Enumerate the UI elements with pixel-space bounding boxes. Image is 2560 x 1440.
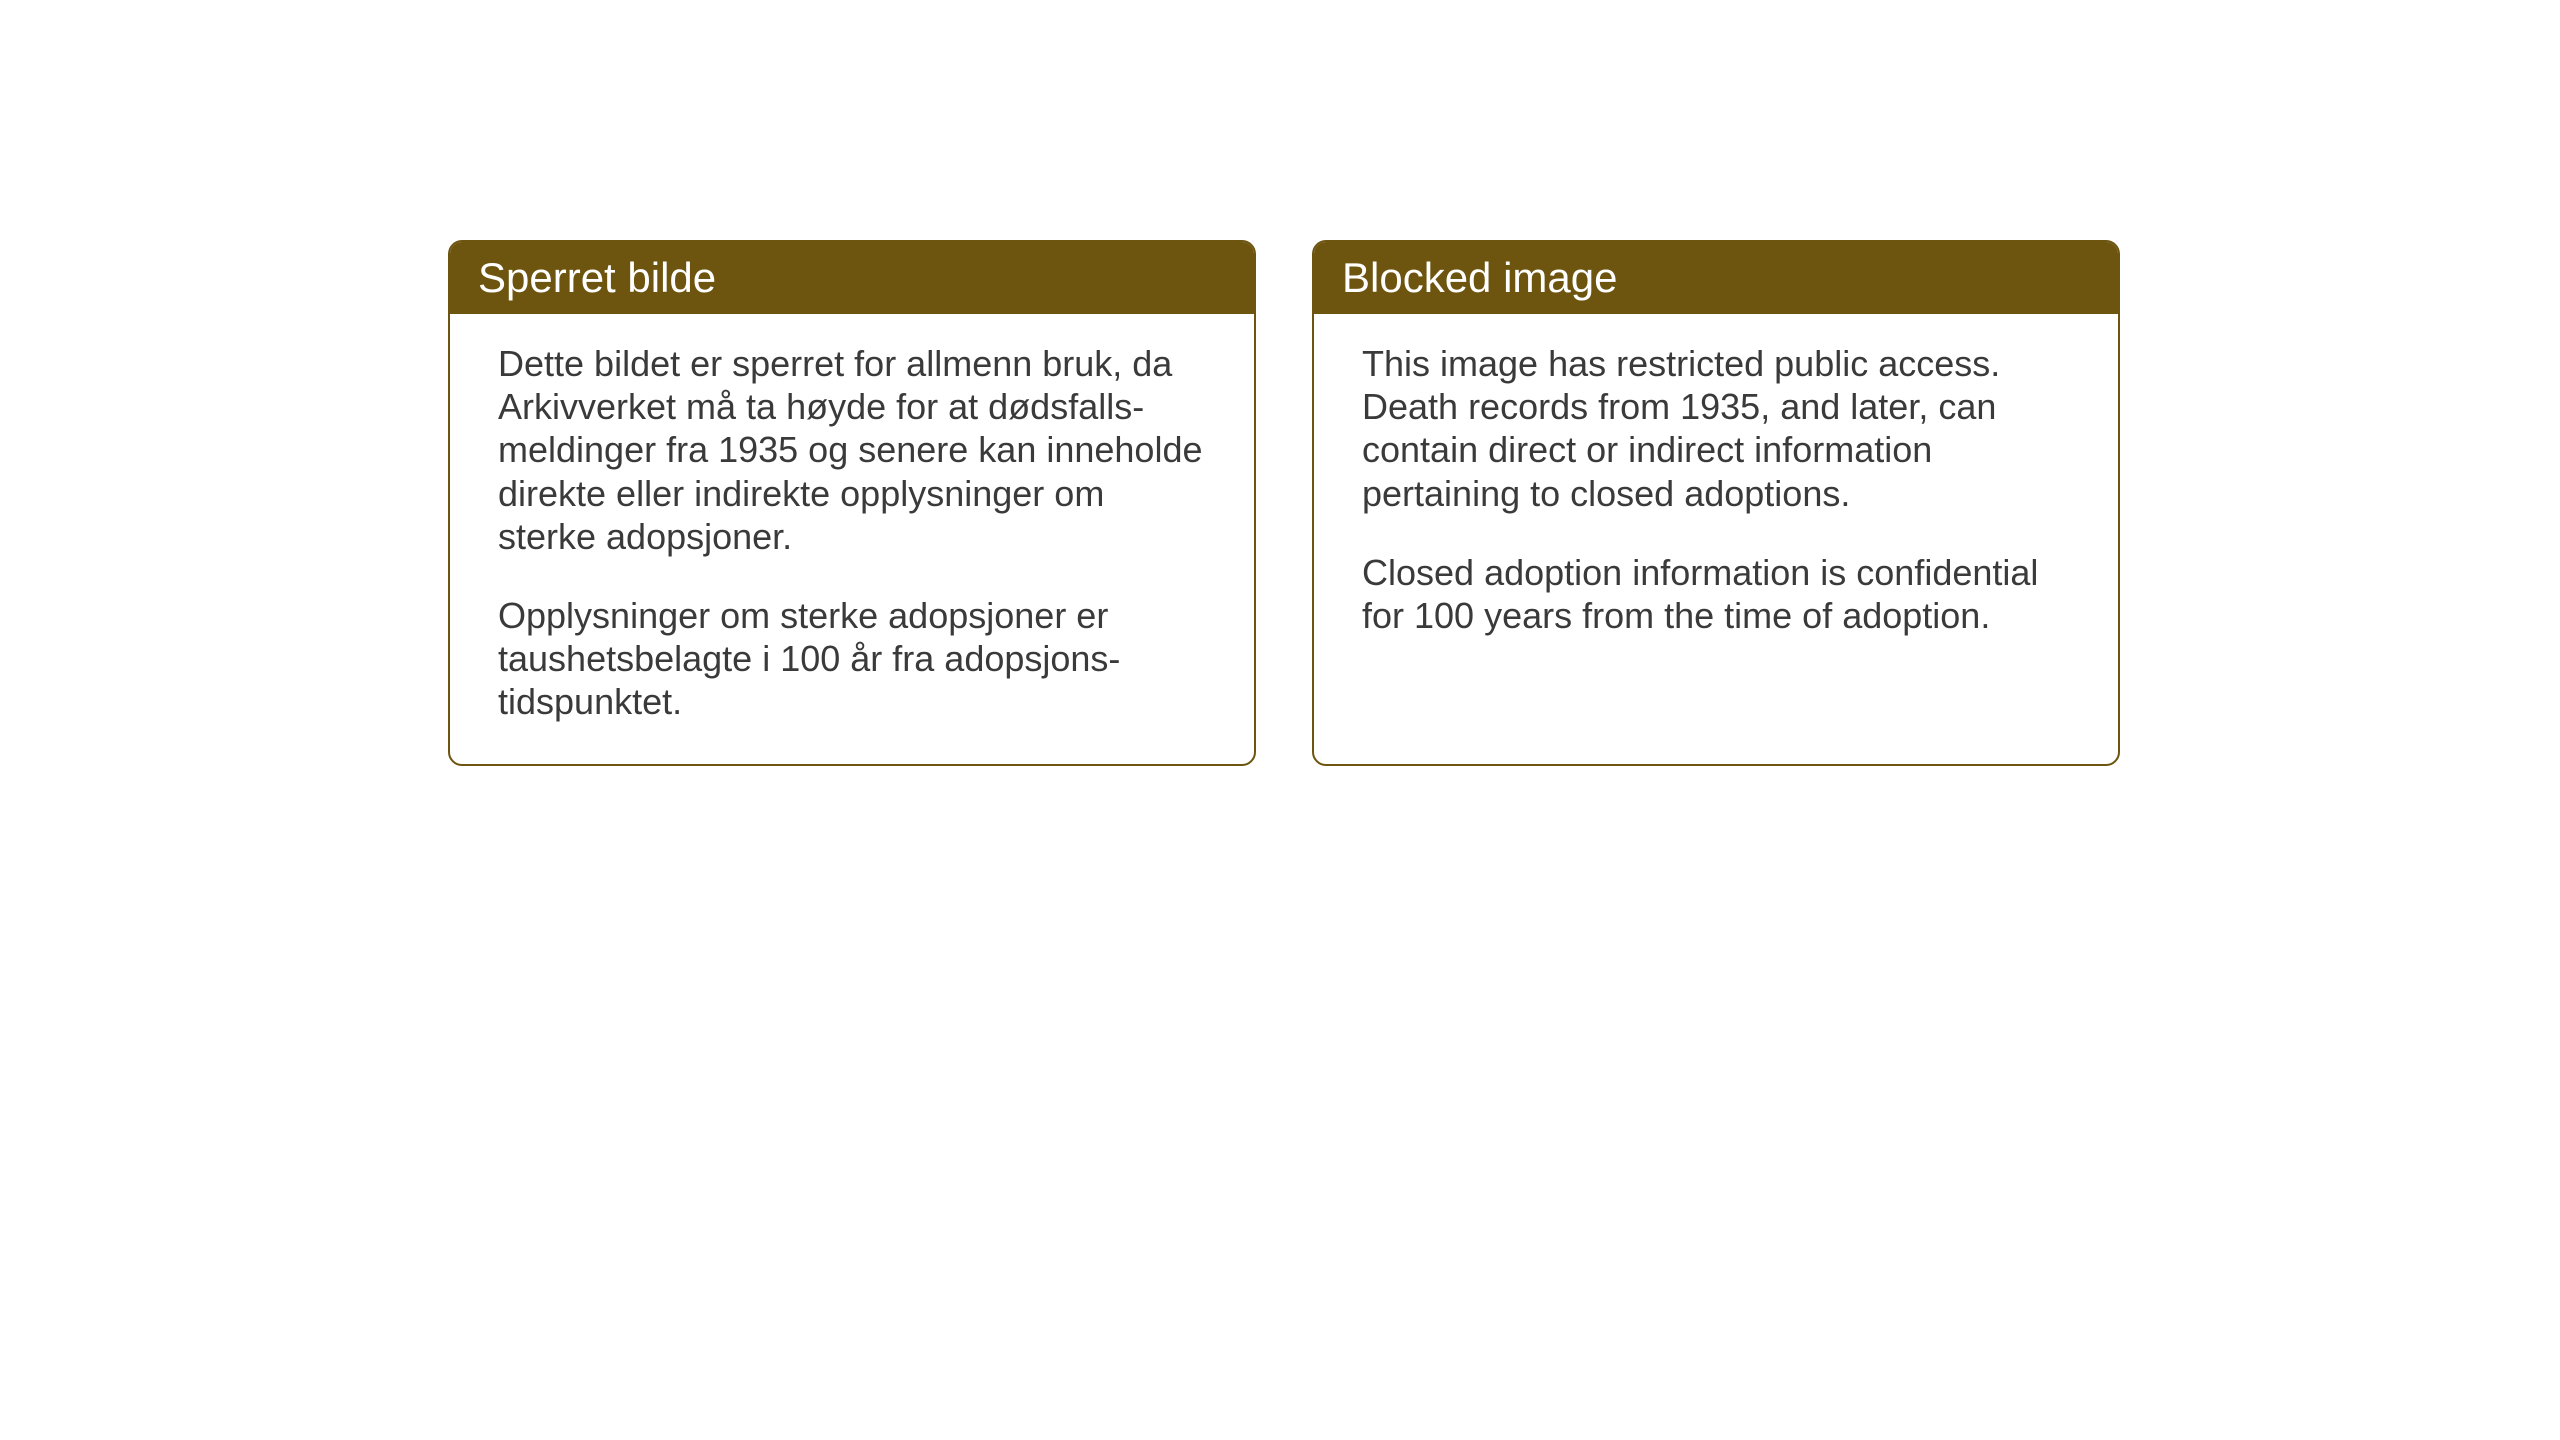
notice-card-english: Blocked image This image has restricted …: [1312, 240, 2120, 766]
card-body-norwegian: Dette bildet er sperret for allmenn bruk…: [450, 314, 1254, 764]
paragraph-nor-2: Opplysninger om sterke adopsjoner er tau…: [498, 594, 1206, 724]
card-body-english: This image has restricted public access.…: [1314, 314, 2118, 677]
card-header-norwegian: Sperret bilde: [450, 242, 1254, 314]
paragraph-nor-1: Dette bildet er sperret for allmenn bruk…: [498, 342, 1206, 558]
notice-container: Sperret bilde Dette bildet er sperret fo…: [448, 240, 2120, 766]
paragraph-eng-2: Closed adoption information is confident…: [1362, 551, 2070, 637]
notice-card-norwegian: Sperret bilde Dette bildet er sperret fo…: [448, 240, 1256, 766]
card-header-english: Blocked image: [1314, 242, 2118, 314]
paragraph-eng-1: This image has restricted public access.…: [1362, 342, 2070, 515]
